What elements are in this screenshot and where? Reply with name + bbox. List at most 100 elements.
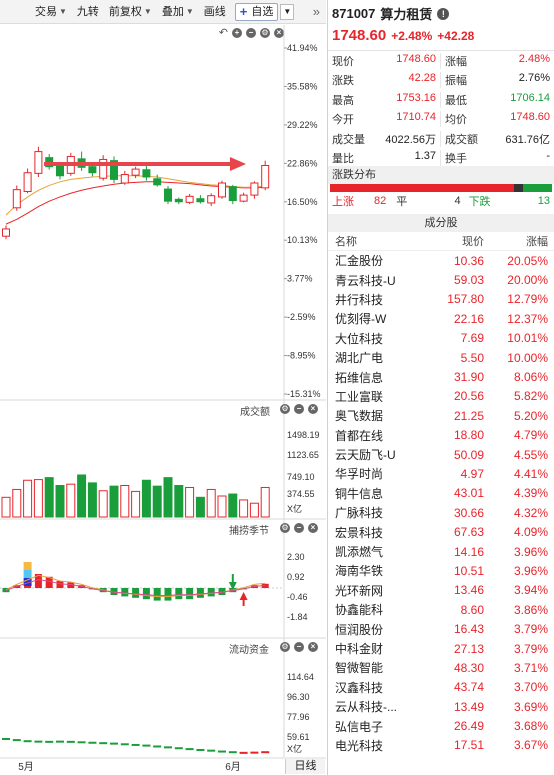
capital-axis-label: 96.30 — [287, 692, 310, 702]
toolbar-jiuzhuan[interactable]: 九转 — [72, 3, 104, 21]
chart-area: 交易 ▼ 九转 前复权 ▼ 叠加 ▼ 画线 + 自选 ▼ » ↶ + − — [0, 0, 326, 775]
price-axis-label: -8.95% — [287, 351, 316, 361]
quote-cell: 量比 1.37 — [328, 150, 441, 167]
volume-bar — [33, 479, 43, 518]
volume-bar — [239, 499, 249, 518]
quote-row: 最高 1753.16 最低 1706.14 — [328, 90, 554, 110]
constituent-row[interactable]: 大位科技 7.69 10.01% — [328, 329, 554, 348]
indicator-bar — [142, 588, 150, 600]
constituent-row[interactable]: 汇金股份 10.36 20.05% — [328, 251, 554, 270]
close-icon[interactable]: × — [308, 642, 318, 652]
minus-icon[interactable]: − — [294, 642, 304, 652]
constituent-row[interactable]: 云天励飞-U 50.09 4.55% — [328, 445, 554, 464]
settings-icon[interactable]: ⚙ — [280, 642, 290, 652]
constituent-name: 广脉科技 — [335, 506, 384, 521]
quote-row: 今开 1710.74 均价 1748.60 — [328, 110, 554, 130]
period-button[interactable]: 日线 — [285, 759, 325, 774]
constituent-row[interactable]: 工业富联 20.56 5.82% — [328, 387, 554, 406]
chevron-down-icon: ▼ — [59, 6, 67, 16]
constituent-row[interactable]: 海南华铁 10.51 3.96% — [328, 561, 554, 580]
constituent-row[interactable]: 中科金财 27.13 3.79% — [328, 639, 554, 658]
minus-icon[interactable]: − — [246, 28, 256, 38]
constituent-name: 汇金股份 — [335, 254, 384, 269]
undo-icon[interactable]: ↶ — [218, 27, 228, 39]
constituent-row[interactable]: 优刻得-W 22.16 12.37% — [328, 309, 554, 328]
constituent-name: 湖北广电 — [335, 351, 384, 366]
quote-key: 涨跌 — [332, 75, 354, 88]
constituent-row[interactable]: 云从科技-... 13.49 3.69% — [328, 697, 554, 716]
settings-icon[interactable]: ⚙ — [280, 523, 290, 533]
chart-canvas[interactable]: 41.94% 35.58% 29.22% 22.86% 16.50% 10.13% 3.77… — [0, 0, 326, 775]
indicator-axis-label: -0.46 — [287, 592, 308, 602]
settings-icon[interactable]: ⚙ — [260, 28, 270, 38]
volume-bar — [131, 490, 141, 518]
quote-key: 最高 — [332, 94, 354, 107]
constituent-row[interactable]: 铜牛信息 43.01 4.39% — [328, 484, 554, 503]
indicator-bar — [67, 582, 75, 588]
constituent-change: 10.00% — [507, 350, 548, 365]
add-watchlist-button[interactable]: + 自选 — [234, 2, 279, 21]
close-icon[interactable]: × — [274, 28, 284, 38]
minus-icon[interactable]: − — [294, 523, 304, 533]
constituent-row[interactable]: 协鑫能科 8.60 3.86% — [328, 600, 554, 619]
constituent-name: 青云科技-U — [335, 273, 396, 288]
constituent-row[interactable]: 恒润股份 16.43 3.79% — [328, 619, 554, 638]
constituent-row[interactable]: 华孚时尚 4.97 4.41% — [328, 464, 554, 483]
quote-key: 均价 — [445, 114, 467, 127]
header-price[interactable]: 现价 — [462, 236, 484, 248]
constituent-change: 3.70% — [513, 680, 548, 695]
settings-icon[interactable]: ⚙ — [280, 404, 290, 414]
candle-up — [207, 195, 216, 204]
indicator-bar — [218, 588, 226, 595]
constituent-row[interactable]: 光环新网 13.46 3.94% — [328, 581, 554, 600]
add-watchlist-label: 自选 — [251, 5, 274, 18]
toolbar-draw[interactable]: 画线 — [199, 3, 231, 21]
constituent-price: 10.36 — [453, 253, 484, 268]
info-icon[interactable]: ! — [437, 7, 450, 20]
capital-bar — [185, 748, 194, 751]
constituent-row[interactable]: 广脉科技 30.66 4.32% — [328, 503, 554, 522]
info-panel: 871007 算力租赁 ! 1748.60 +2.48% +42.28 现价 17… — [327, 0, 554, 775]
constituent-price: 43.74 — [453, 680, 484, 695]
quote-value: 2.48% — [518, 52, 550, 65]
volume-bar — [23, 479, 33, 518]
constituent-row[interactable]: 奥飞数据 21.25 5.20% — [328, 406, 554, 425]
toolbar-overlay[interactable]: 叠加 ▼ — [157, 3, 199, 21]
capital-bar — [239, 751, 248, 754]
close-icon[interactable]: × — [308, 523, 318, 533]
constituent-row[interactable]: 汉鑫科技 43.74 3.70% — [328, 678, 554, 697]
constituent-row[interactable]: 智微智能 48.30 3.71% — [328, 658, 554, 677]
watchlist-dropdown-button[interactable]: ▼ — [280, 3, 295, 20]
constituents-title-label: 成分股 — [424, 217, 458, 229]
toolbar-trade[interactable]: 交易 ▼ — [30, 3, 72, 21]
indicator-bar — [207, 588, 215, 597]
constituent-row[interactable]: 凯添燃气 14.16 3.96% — [328, 542, 554, 561]
volume-bar — [66, 483, 76, 518]
signal-block — [23, 578, 32, 586]
constituent-row[interactable]: 弘信电子 26.49 3.68% — [328, 716, 554, 735]
constituent-row[interactable]: 宏景科技 67.63 4.09% — [328, 522, 554, 541]
close-icon[interactable]: × — [308, 404, 318, 414]
toolbar-adjust[interactable]: 前复权 ▼ — [104, 3, 157, 21]
constituent-row[interactable]: 电光科技 17.51 3.67% — [328, 736, 554, 755]
candle-up — [2, 228, 10, 237]
toolbar-jiuzhuan-label: 九转 — [76, 5, 99, 18]
constituent-row[interactable]: 拓维信息 31.90 8.06% — [328, 367, 554, 386]
minus-icon[interactable]: − — [294, 404, 304, 414]
quote-value: 42.28 — [408, 72, 436, 85]
constituent-row[interactable]: 青云科技-U 59.03 20.00% — [328, 270, 554, 289]
candle-down — [88, 166, 97, 174]
header-name[interactable]: 名称 — [335, 236, 357, 248]
constituent-row[interactable]: 井行科技 157.80 12.79% — [328, 290, 554, 309]
quote-key: 振幅 — [445, 75, 467, 88]
constituent-price: 30.66 — [453, 505, 484, 520]
capital-bar — [218, 750, 226, 753]
candle-up — [185, 195, 194, 203]
constituent-row[interactable]: 首都在线 18.80 4.79% — [328, 426, 554, 445]
add-icon[interactable]: + — [232, 28, 242, 38]
header-change[interactable]: 涨幅 — [526, 236, 548, 248]
constituent-price: 67.63 — [453, 525, 484, 540]
constituent-row[interactable]: 湖北广电 5.50 10.00% — [328, 348, 554, 367]
capital-pane-title: 流动资金 — [229, 641, 269, 656]
toolbar-more-button[interactable]: » — [312, 4, 320, 19]
